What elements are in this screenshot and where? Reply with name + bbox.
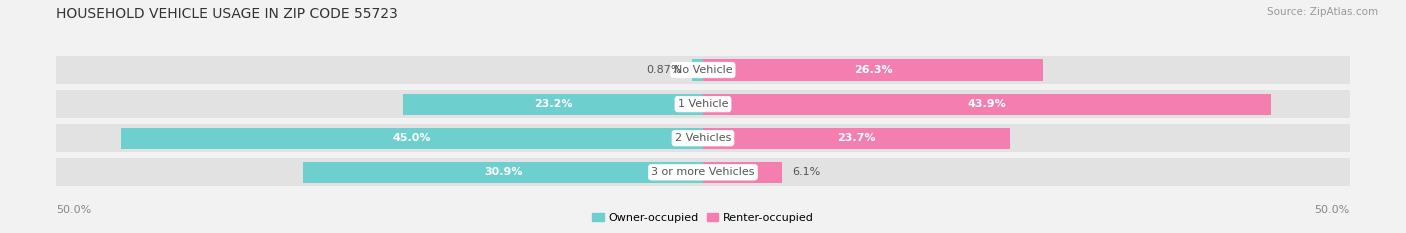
Text: 3 or more Vehicles: 3 or more Vehicles	[651, 167, 755, 177]
Text: HOUSEHOLD VEHICLE USAGE IN ZIP CODE 55723: HOUSEHOLD VEHICLE USAGE IN ZIP CODE 5572…	[56, 7, 398, 21]
Text: 2 Vehicles: 2 Vehicles	[675, 133, 731, 143]
Text: 23.7%: 23.7%	[837, 133, 876, 143]
Bar	[56, 158, 1350, 186]
Bar	[703, 162, 782, 183]
Bar	[56, 124, 1350, 152]
Text: 26.3%: 26.3%	[853, 65, 893, 75]
Bar	[692, 59, 703, 81]
Bar	[56, 90, 1350, 118]
Text: 0.87%: 0.87%	[645, 65, 682, 75]
Bar	[121, 128, 703, 149]
Text: 1 Vehicle: 1 Vehicle	[678, 99, 728, 109]
Legend: Owner-occupied, Renter-occupied: Owner-occupied, Renter-occupied	[588, 209, 818, 227]
Bar	[56, 56, 1350, 84]
Bar	[404, 93, 703, 115]
Bar	[703, 93, 1271, 115]
Text: No Vehicle: No Vehicle	[673, 65, 733, 75]
Bar	[703, 59, 1043, 81]
Text: Source: ZipAtlas.com: Source: ZipAtlas.com	[1267, 7, 1378, 17]
Text: 43.9%: 43.9%	[967, 99, 1007, 109]
Bar	[703, 128, 1010, 149]
Text: 45.0%: 45.0%	[392, 133, 432, 143]
Text: 6.1%: 6.1%	[792, 167, 821, 177]
Text: 50.0%: 50.0%	[56, 205, 91, 215]
Text: 23.2%: 23.2%	[534, 99, 572, 109]
Text: 50.0%: 50.0%	[1315, 205, 1350, 215]
Bar	[304, 162, 703, 183]
Text: 30.9%: 30.9%	[484, 167, 523, 177]
